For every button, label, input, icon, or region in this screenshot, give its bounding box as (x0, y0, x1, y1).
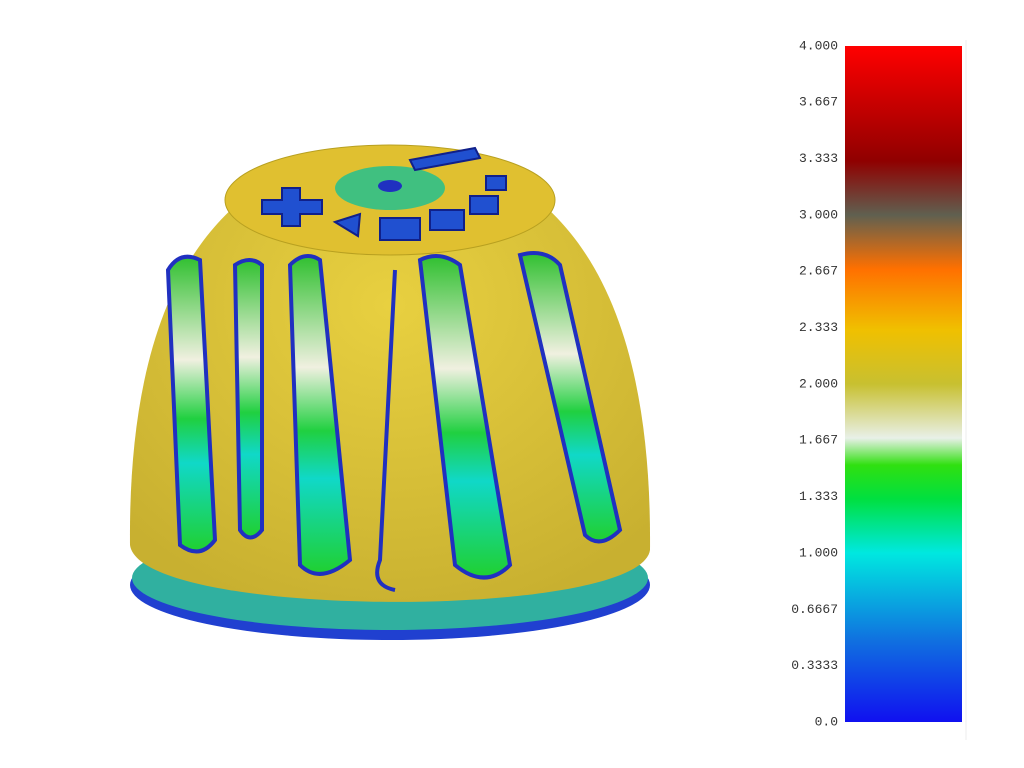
top-icons (261, 146, 507, 241)
ribs (165, 251, 623, 592)
scale-label: 3.333 (799, 151, 838, 166)
scale-label: 2.000 (799, 376, 838, 391)
scale-label: 1.333 (799, 489, 838, 504)
scale-label: 0.3333 (791, 658, 838, 673)
color-legend (845, 40, 967, 740)
scale-label: 0.6667 (791, 602, 838, 617)
scale-label: 1.000 (799, 545, 838, 560)
scale-label: 3.000 (799, 207, 838, 222)
scale-label: 2.667 (799, 264, 838, 279)
scale-label: 3.667 (799, 95, 838, 110)
scale-label: 0.0 (815, 714, 838, 729)
scale-label: 4.000 (799, 38, 838, 53)
top-hole (378, 180, 402, 192)
scale-label: 1.667 (799, 433, 838, 448)
scale-label: 2.333 (799, 320, 838, 335)
part-model (129, 144, 651, 640)
color-bar (845, 46, 962, 722)
